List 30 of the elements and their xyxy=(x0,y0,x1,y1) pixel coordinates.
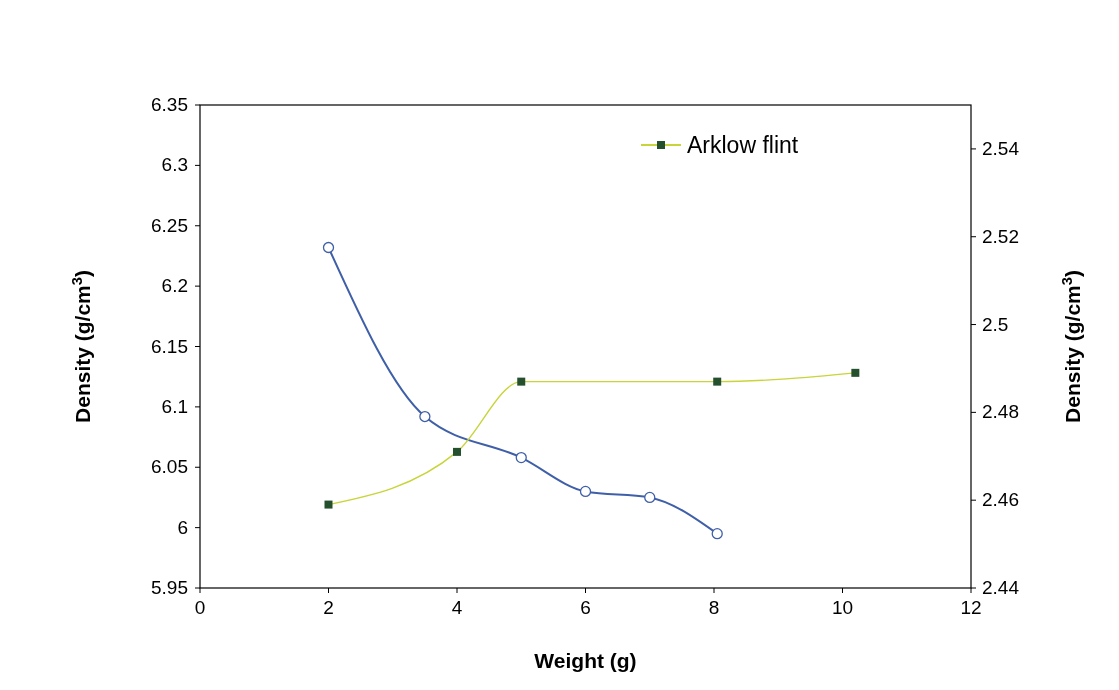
legend-label: Arklow flint xyxy=(687,132,799,158)
y2-tick-label: 2.5 xyxy=(982,313,1009,335)
point xyxy=(322,241,335,254)
point xyxy=(644,491,656,504)
y-tick-label: 6.1 xyxy=(161,395,188,417)
point xyxy=(419,410,431,423)
y-tick-label: 6.05 xyxy=(151,456,188,478)
x-tick-label: 4 xyxy=(451,597,463,618)
x-tick-label: 8 xyxy=(708,597,720,618)
y2-tick-label: 2.44 xyxy=(982,577,1020,598)
point xyxy=(579,485,592,498)
x-tick-label: 0 xyxy=(194,597,206,618)
y-tick-label: 6 xyxy=(177,516,188,538)
y2-tick-label: 2.46 xyxy=(982,489,1019,511)
x-axis-title: Weight (g) xyxy=(534,649,637,672)
y-tick-label: 6.35 xyxy=(151,94,188,115)
x-tick-label: 6 xyxy=(580,597,591,618)
y-tick-label: 6.15 xyxy=(151,335,188,357)
x-tick-label: 2 xyxy=(323,597,334,618)
point xyxy=(515,451,527,464)
y2-tick-label: 2.54 xyxy=(982,137,1020,159)
y-tick-label: 6.25 xyxy=(151,214,188,236)
y-tick-label: 6.2 xyxy=(161,275,188,297)
point xyxy=(711,528,723,540)
y-tick-label: 5.95 xyxy=(151,577,188,598)
y2-tick-label: 2.48 xyxy=(982,401,1019,423)
y2-tick-label: 2.52 xyxy=(982,225,1019,247)
x-tick-label: 10 xyxy=(831,597,854,618)
y-tick-label: 6.3 xyxy=(161,154,188,176)
x-tick-label: 12 xyxy=(960,597,982,618)
